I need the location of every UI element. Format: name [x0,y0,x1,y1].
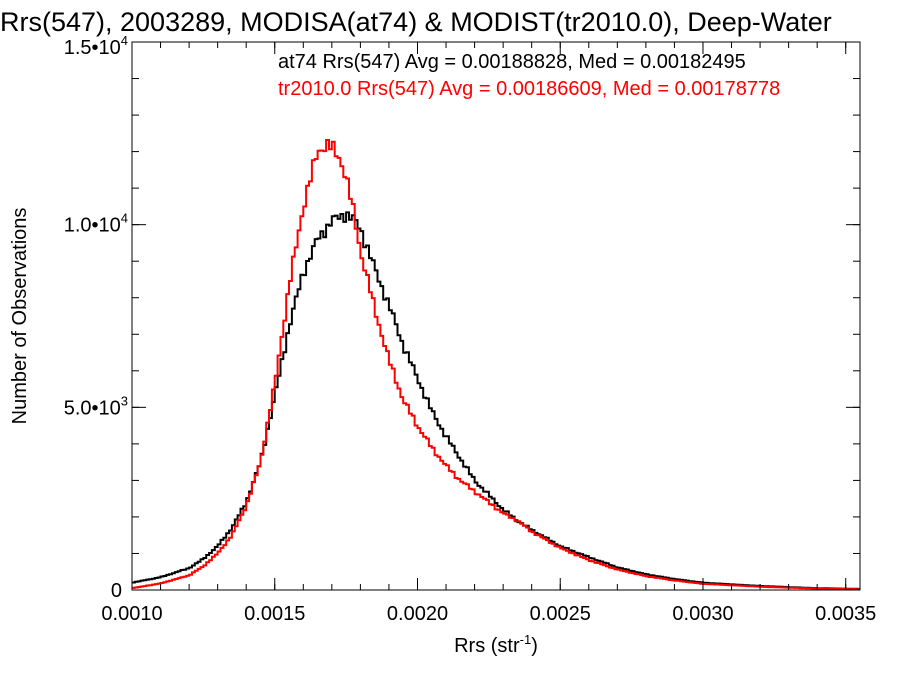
series-line-tr2010 [132,139,860,591]
annotation-tr2010: tr2010.0 Rrs(547) Avg = 0.00186609, Med … [278,78,780,100]
x-tick-label: 0.0010 [101,603,162,625]
series-layer [132,139,860,591]
annotation-at74: at74 Rrs(547) Avg = 0.00188828, Med = 0.… [278,51,746,73]
x-tick-label: 0.0015 [244,603,305,625]
x-tick-label: 0.0030 [672,603,733,625]
y-tick-label: 5.0•103 [64,393,128,419]
ticks-layer: 0.0010 0.0015 0.0020 0.0025 0.0030 0.0035 0 5.0… [64,33,877,625]
x-tick-label: 0.0020 [387,603,448,625]
x-tick-label: 0.0035 [815,603,876,625]
x-axis-label: Rrs (str-1) [454,632,538,657]
chart-title: Rrs(547), 2003289, MODISA(at74) & MODIST… [0,7,832,37]
y-tick-label: 0 [111,580,122,602]
y-axis-label: Number of Observations [9,208,31,425]
plot-frame [131,41,861,591]
y-tick-label: 1.5•104 [64,33,128,59]
y-tick-label: 1.0•104 [64,211,128,237]
x-tick-label: 0.0025 [530,603,591,625]
